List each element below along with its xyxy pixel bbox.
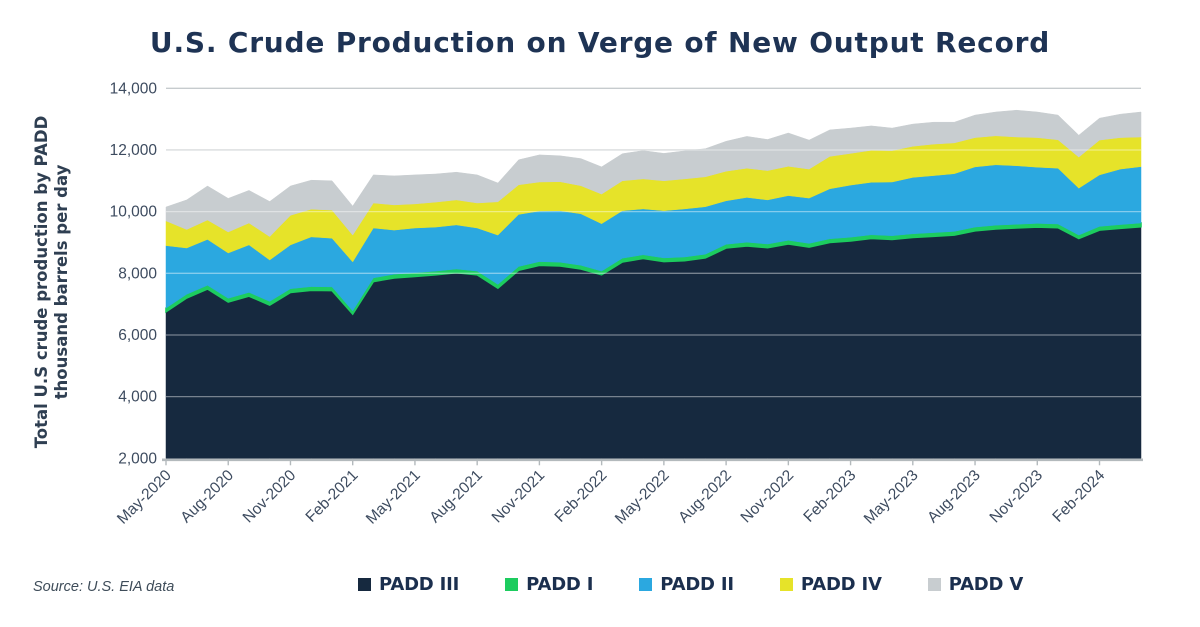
x-tick-label: Aug-2023 bbox=[924, 467, 984, 527]
x-tick-label: Nov-2021 bbox=[489, 467, 549, 527]
legend-item-padd-i: PADD I bbox=[505, 574, 593, 595]
x-tick-label: Feb-2022 bbox=[552, 467, 611, 526]
area-padd-v bbox=[165, 109, 1142, 237]
legend: PADD III PADD I PADD II PADD IV PADD V bbox=[358, 574, 1023, 595]
chart-title: U.S. Crude Production on Verge of New Ou… bbox=[149, 26, 1051, 59]
padd-i-swatch bbox=[505, 578, 519, 591]
y-tick-label: 14,000 bbox=[110, 80, 158, 97]
legend-label-padd-v: PADD V bbox=[948, 574, 1024, 595]
legend-item-padd-ii: PADD II bbox=[639, 574, 734, 595]
y-tick-label: 2,000 bbox=[118, 450, 157, 467]
x-tick-label: Nov-2023 bbox=[987, 467, 1047, 527]
y-tick-label: 6,000 bbox=[118, 327, 157, 344]
legend-item-padd-v: PADD V bbox=[927, 574, 1024, 595]
padd-iv-swatch bbox=[779, 578, 793, 591]
legend-label-padd-i: PADD I bbox=[526, 574, 594, 595]
y-tick-label: 4,000 bbox=[118, 389, 157, 406]
padd-iii-swatch bbox=[358, 578, 371, 591]
x-tick-label: Feb-2021 bbox=[303, 467, 362, 526]
padd-v-swatch bbox=[927, 578, 941, 591]
x-tick-label: Feb-2024 bbox=[1049, 467, 1108, 526]
x-tick-label: Aug-2021 bbox=[426, 467, 486, 527]
x-tick-label: Nov-2022 bbox=[738, 467, 798, 527]
y-axis-label-line2: thousand barrels per day bbox=[52, 164, 71, 400]
y-tick-label: 10,000 bbox=[110, 204, 158, 221]
x-tick-label: Feb-2023 bbox=[800, 467, 859, 526]
legend-label-padd-ii: PADD II bbox=[660, 574, 734, 595]
y-axis-label-line1: Total U.S crude production by PADD bbox=[32, 115, 51, 449]
x-tick-label: May-2022 bbox=[612, 467, 673, 528]
legend-label-padd-iii: PADD III bbox=[379, 574, 460, 595]
x-tick-label: Nov-2020 bbox=[240, 467, 300, 527]
x-tick-label: May-2021 bbox=[363, 467, 424, 528]
source-note: Source: U.S. EIA data bbox=[33, 579, 175, 595]
x-tick-label: May-2023 bbox=[861, 467, 922, 528]
y-axis-label: Total U.S crude production by PADD thous… bbox=[32, 72, 72, 492]
padd-ii-swatch bbox=[639, 578, 653, 591]
legend-label-padd-iv: PADD IV bbox=[800, 574, 882, 595]
y-tick-label: 12,000 bbox=[110, 142, 158, 159]
x-tick-label: May-2020 bbox=[114, 467, 175, 528]
x-tick-label: Aug-2022 bbox=[675, 467, 735, 527]
y-tick-label: 8,000 bbox=[118, 265, 157, 282]
legend-item-padd-iii: PADD III bbox=[358, 574, 459, 595]
legend-item-padd-iv: PADD IV bbox=[779, 574, 882, 595]
x-tick-label: Aug-2020 bbox=[177, 467, 237, 527]
